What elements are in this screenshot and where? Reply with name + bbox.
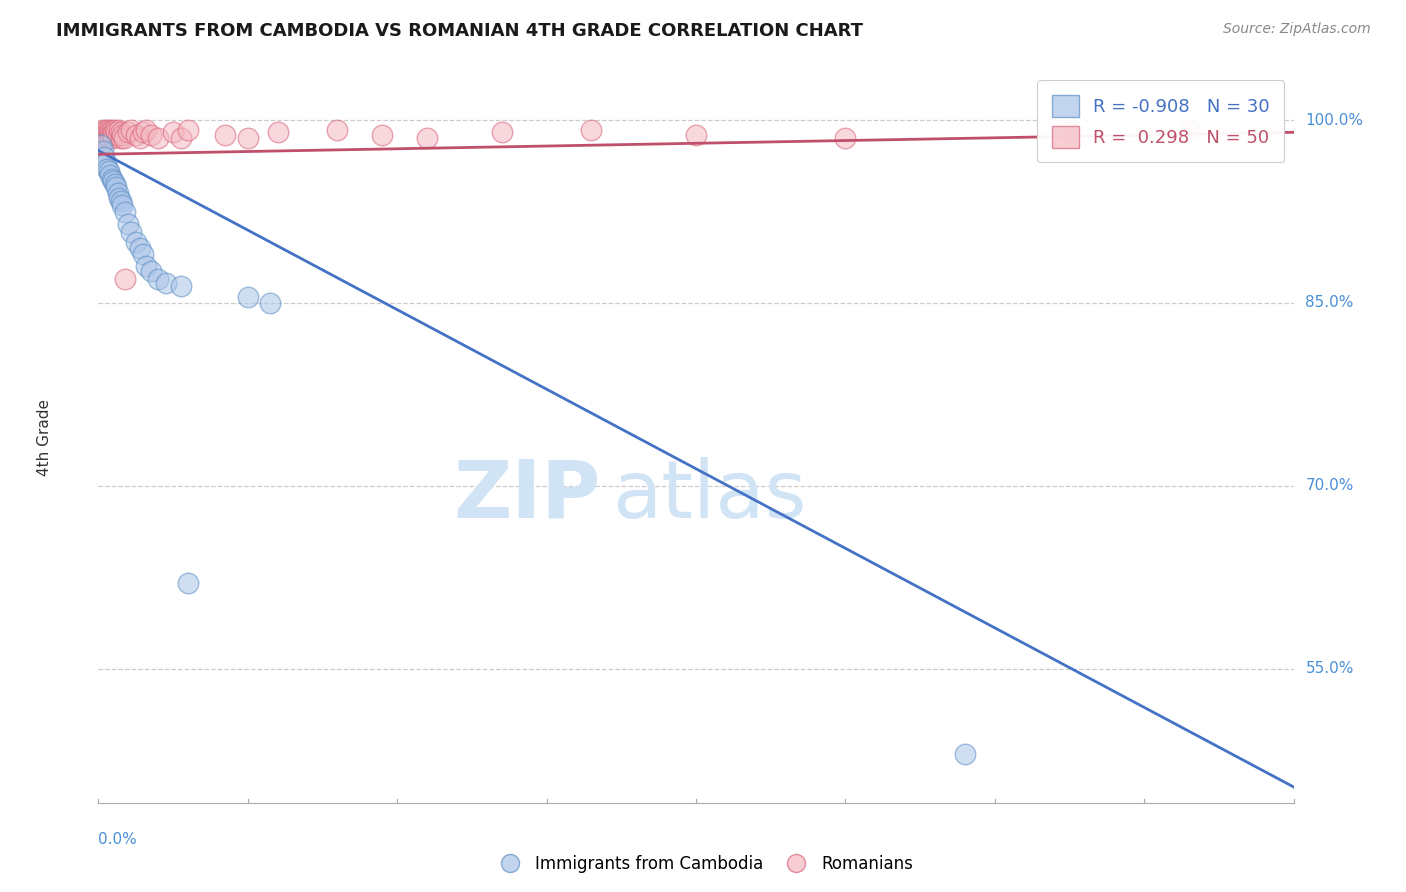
Point (236, 131, 259, 145)
Legend: Immigrants from Cambodia, Romanians: Immigrants from Cambodia, Romanians (486, 848, 920, 880)
Point (1178, 123, 1201, 137)
Point (135, 260, 157, 274)
Text: 85.0%: 85.0% (1305, 295, 1354, 310)
Point (236, 290, 259, 304)
Point (110, 131, 132, 145)
Point (117, 125, 139, 139)
Point (91, 128, 114, 143)
Point (371, 128, 394, 142)
Point (96, 131, 118, 145)
Point (101, 128, 124, 142)
Point (110, 194, 132, 208)
Point (94, 123, 117, 137)
Point (98, 168, 122, 182)
Point (101, 123, 124, 137)
Point (581, 123, 603, 137)
Point (177, 123, 200, 137)
Point (110, 125, 132, 139)
Text: 55.0%: 55.0% (1305, 661, 1354, 676)
Point (129, 131, 152, 145)
Point (103, 131, 125, 145)
Point (953, 747, 976, 761)
Point (104, 123, 127, 137)
Point (114, 271, 136, 285)
Point (93, 131, 115, 145)
Point (112, 131, 135, 145)
Point (93, 150, 115, 164)
Point (132, 247, 155, 261)
Point (685, 128, 707, 142)
Text: 4th Grade: 4th Grade (37, 399, 52, 475)
Point (94, 128, 117, 142)
Point (834, 131, 856, 145)
Point (214, 128, 236, 142)
Point (1059, 125, 1081, 139)
Point (117, 217, 139, 231)
Point (120, 225, 142, 239)
Point (97, 164, 120, 178)
Point (90, 137, 112, 152)
Point (104, 177, 127, 191)
Point (97, 128, 120, 142)
Point (98, 125, 122, 139)
Point (125, 128, 148, 142)
Point (108, 191, 131, 205)
Point (155, 277, 177, 291)
Point (98, 131, 122, 145)
Point (132, 125, 155, 139)
Point (139, 264, 162, 278)
Point (162, 125, 184, 139)
Point (120, 123, 142, 137)
Point (416, 131, 439, 145)
Point (105, 125, 128, 139)
Point (93, 125, 115, 139)
Text: atlas: atlas (612, 457, 807, 534)
Point (129, 241, 152, 255)
Point (111, 128, 134, 142)
Point (101, 171, 124, 186)
Point (91, 123, 114, 137)
Legend: R = -0.908   N = 30, R =  0.298   N = 50: R = -0.908 N = 30, R = 0.298 N = 50 (1038, 80, 1285, 162)
Point (90, 128, 112, 142)
Text: 100.0%: 100.0% (1305, 112, 1364, 128)
Point (326, 123, 349, 137)
Point (103, 174, 125, 188)
Point (91, 144, 114, 158)
Text: Source: ZipAtlas.com: Source: ZipAtlas.com (1223, 22, 1371, 37)
Point (135, 123, 157, 137)
Point (103, 125, 125, 139)
Text: 0.0%: 0.0% (98, 832, 138, 847)
Point (169, 131, 191, 145)
Point (107, 128, 129, 142)
Point (97, 123, 120, 137)
Point (114, 204, 136, 219)
Point (94, 156, 117, 170)
Point (267, 125, 290, 139)
Point (259, 296, 281, 310)
Text: 70.0%: 70.0% (1305, 478, 1354, 493)
Point (148, 131, 170, 145)
Point (107, 186, 129, 201)
Point (139, 128, 162, 142)
Point (111, 198, 134, 212)
Point (89, 125, 111, 139)
Point (108, 123, 131, 137)
Point (125, 235, 148, 249)
Point (491, 125, 513, 139)
Point (105, 180, 128, 194)
Point (169, 279, 191, 293)
Point (96, 125, 118, 139)
Text: ZIP: ZIP (453, 457, 600, 534)
Point (96, 161, 118, 176)
Text: IMMIGRANTS FROM CAMBODIA VS ROMANIAN 4TH GRADE CORRELATION CHART: IMMIGRANTS FROM CAMBODIA VS ROMANIAN 4TH… (56, 22, 863, 40)
Point (148, 271, 170, 285)
Point (177, 576, 200, 591)
